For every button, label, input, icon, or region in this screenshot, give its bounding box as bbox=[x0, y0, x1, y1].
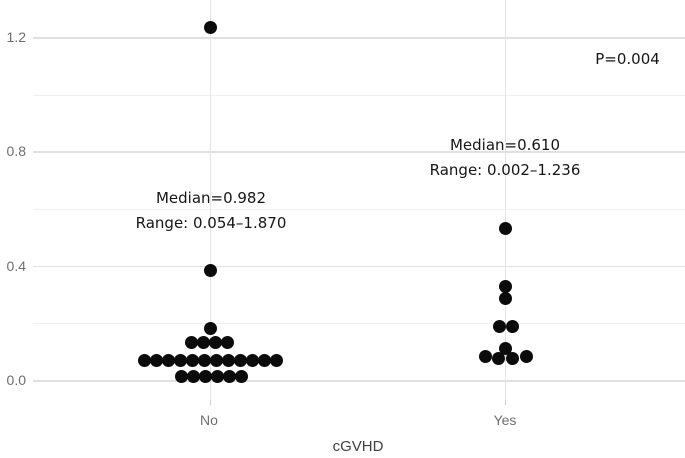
x-tick-label-no: No bbox=[200, 412, 218, 428]
data-point bbox=[209, 354, 223, 368]
gridline-minor bbox=[33, 209, 685, 210]
data-point bbox=[185, 354, 199, 368]
x-tick-mark bbox=[210, 400, 211, 405]
data-point bbox=[492, 320, 506, 334]
p-value-label: P=0.004 bbox=[595, 50, 660, 68]
annotation-yes-range: Range: 0.002–1.236 bbox=[429, 161, 581, 179]
annotation-no-group: Median=0.982 Range: 0.054–1.870 bbox=[96, 186, 326, 236]
data-point bbox=[149, 354, 163, 368]
data-point bbox=[498, 221, 512, 235]
x-tick-mark bbox=[505, 400, 506, 405]
data-point bbox=[173, 354, 187, 368]
gridline-minor bbox=[33, 94, 685, 96]
gridline-vertical bbox=[210, 0, 211, 400]
data-point bbox=[186, 370, 200, 384]
annotation-yes-median: Median=0.610 bbox=[449, 136, 561, 154]
data-point bbox=[505, 352, 519, 366]
plot-panel bbox=[33, 0, 685, 400]
annotation-yes-group: Median=0.610 Range: 0.002–1.236 bbox=[390, 133, 620, 183]
data-point bbox=[197, 354, 211, 368]
annotation-no-range: Range: 0.054–1.870 bbox=[135, 214, 287, 232]
data-point bbox=[203, 264, 217, 278]
data-point bbox=[234, 370, 248, 384]
data-point bbox=[196, 335, 210, 349]
data-point bbox=[184, 335, 198, 349]
data-point bbox=[245, 354, 259, 368]
annotation-no-median: Median=0.982 bbox=[155, 189, 267, 207]
y-tick-label: 1.2 bbox=[6, 29, 26, 45]
data-point bbox=[161, 354, 175, 368]
x-tick-label-yes: Yes bbox=[493, 412, 517, 428]
data-point bbox=[203, 20, 217, 34]
y-tick-label: 0.0 bbox=[6, 372, 26, 388]
data-point bbox=[478, 350, 492, 364]
data-point bbox=[198, 370, 212, 384]
y-tick-label: 0.8 bbox=[6, 143, 26, 160]
data-point bbox=[221, 354, 235, 368]
gridline-major bbox=[33, 37, 685, 39]
gridline-major bbox=[33, 265, 685, 268]
data-point bbox=[269, 354, 283, 368]
gridline-major bbox=[33, 151, 685, 153]
gridline-minor bbox=[33, 323, 685, 325]
gridline-major bbox=[33, 380, 685, 382]
data-point bbox=[498, 342, 512, 356]
data-point bbox=[233, 354, 247, 368]
y-tick-label: 0.4 bbox=[6, 257, 26, 274]
data-point bbox=[505, 320, 519, 334]
data-point bbox=[498, 291, 512, 305]
data-point bbox=[519, 350, 533, 364]
data-point bbox=[174, 370, 188, 384]
data-point bbox=[498, 279, 512, 293]
x-axis-title: cGVHD bbox=[332, 438, 384, 455]
data-point bbox=[210, 370, 224, 384]
data-point bbox=[491, 352, 505, 366]
data-point bbox=[222, 370, 236, 384]
data-point bbox=[203, 322, 217, 336]
data-point bbox=[257, 354, 271, 368]
data-point bbox=[137, 354, 151, 368]
gridline-vertical bbox=[505, 0, 506, 400]
data-point bbox=[208, 335, 222, 349]
data-point bbox=[220, 335, 234, 349]
